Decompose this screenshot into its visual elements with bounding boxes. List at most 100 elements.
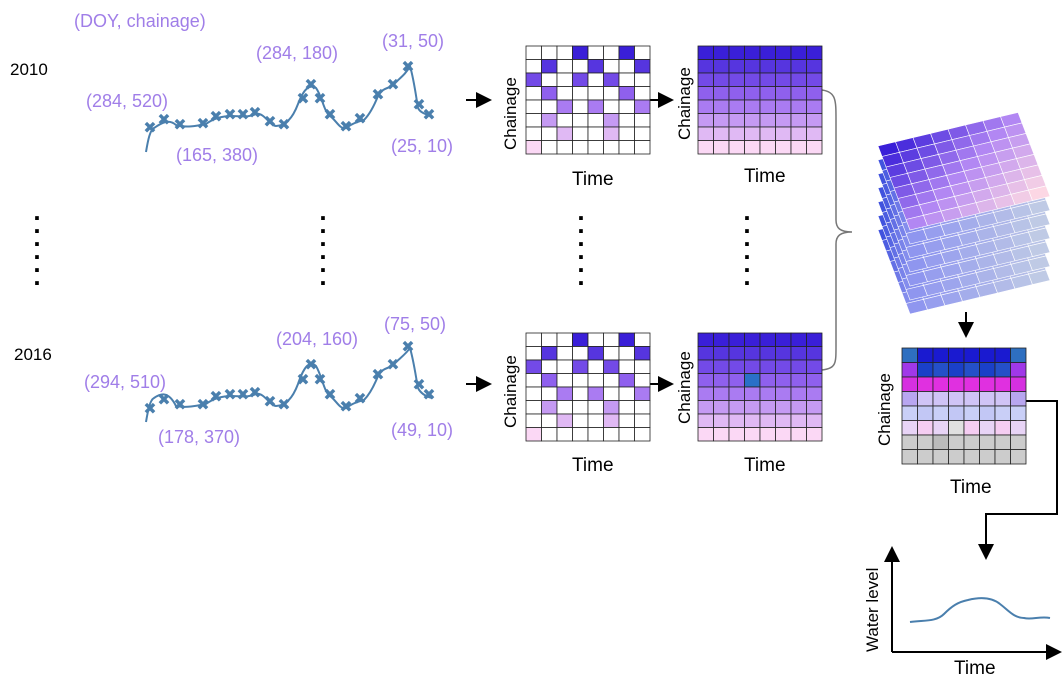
composite-cell [948,376,965,392]
svg-text:✖: ✖ [422,105,435,124]
grid-cell [697,332,714,347]
grid-cell [759,386,776,401]
composite-cell [963,420,980,436]
grid-cell [713,427,730,442]
composite-cell [901,347,918,363]
coord-format-label: (DOY, chainage) [74,11,206,31]
svg-text:✖: ✖ [143,118,156,137]
grid-cell [587,113,604,128]
grid-cell [618,359,635,374]
grid-cell [525,373,542,388]
grid-cell [634,59,651,74]
grid-cell [603,386,620,401]
grid-cell [587,346,604,361]
composite-cell [917,449,934,465]
grid-cell [634,346,651,361]
grid-cell [744,72,761,87]
grid-cell [806,386,823,401]
grid-cell [728,427,745,442]
composite-cell [1010,449,1027,465]
grid-cell [556,45,573,60]
grid-cell [541,332,558,347]
grid-cell [759,373,776,388]
ellipsis-dots: ...... [33,196,41,291]
grid-cell [759,140,776,155]
grid-cell [775,386,792,401]
grid-cell [587,359,604,374]
grid-cell [713,126,730,141]
grid-cell [806,59,823,74]
grid-cell [744,332,761,347]
grid-cell [790,113,807,128]
grid-cell [713,386,730,401]
grid-cell [541,72,558,87]
grid-cell [525,86,542,101]
grid-cell [525,45,542,60]
grid-cell [525,113,542,128]
svg-text:✖: ✖ [196,114,209,133]
composite-cell [917,420,934,436]
grid-cell [572,72,589,87]
composite-cell [1010,347,1027,363]
composite-cell [917,347,934,363]
grid-cell [618,413,635,428]
chainage-axis-label: Chainage [875,373,894,446]
grid-cell [744,346,761,361]
grid-cell [618,45,635,60]
grid-cell [759,346,776,361]
grid-cell [572,386,589,401]
composite-cell [932,405,949,421]
grid-cell [572,400,589,415]
stack-layer-cell [1028,227,1051,243]
grid-cell [744,59,761,74]
grid-cell [806,359,823,374]
grid-cell [759,45,776,60]
grid-cell [587,86,604,101]
grid-cell [728,72,745,87]
grid-cell [603,126,620,141]
svg-text:✖: ✖ [323,105,336,124]
svg-text:✖: ✖ [401,337,414,356]
svg-text:✖: ✖ [209,107,222,126]
grid-cell [697,400,714,415]
grid-cell [556,359,573,374]
composite-cell [948,449,965,465]
grid-cell [728,113,745,128]
grid-cell [556,332,573,347]
grid-cell [587,332,604,347]
stack-layer-cell [1028,241,1051,257]
ellipsis-dots: ...... [577,196,585,291]
svg-text:✖: ✖ [223,385,236,404]
svg-text:✖: ✖ [277,395,290,414]
grid-cell [728,332,745,347]
composite-cell [917,434,934,450]
grid-cell [587,99,604,114]
grid-cell [634,427,651,442]
grid-cell [587,373,604,388]
grid-cell [790,59,807,74]
stack-layer-cell [1028,185,1051,201]
grid-cell [775,413,792,428]
composite-cell [994,420,1011,436]
grid-cell [697,427,714,442]
grid-cell [775,400,792,415]
grid-cell [728,359,745,374]
grid-cell [697,86,714,101]
grid-cell [728,400,745,415]
grid-cell [587,413,604,428]
svg-text:✖: ✖ [353,109,366,128]
grid-cell [806,113,823,128]
grid-cell [603,413,620,428]
grid-cell [806,332,823,347]
composite-cell [917,391,934,407]
point-label: (75, 50) [384,314,447,334]
point-label: (178, 370) [158,427,241,447]
grid-cell [806,99,823,114]
grid-cell [634,413,651,428]
grid-cell [713,400,730,415]
composite-cell [901,391,918,407]
grid-cell [556,427,573,442]
grid-cell [634,373,651,388]
grid-cell [634,113,651,128]
grid-cell [572,359,589,374]
